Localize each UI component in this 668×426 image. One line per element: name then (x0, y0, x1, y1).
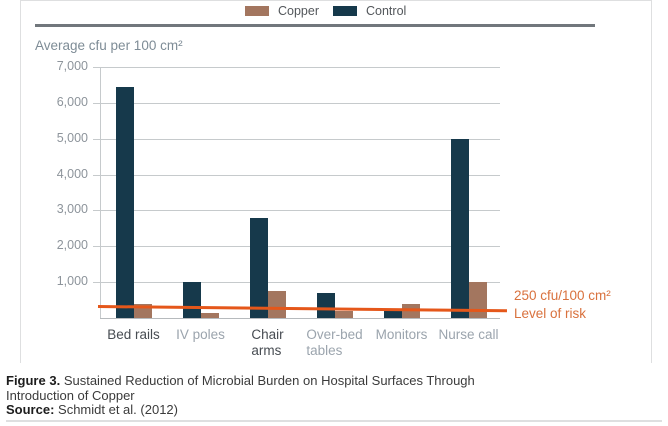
y-tick-4000: 4,000 (56, 166, 88, 181)
chart-frame (20, 0, 652, 363)
bar-control-0 (115, 87, 134, 318)
y-axis-title: Average cfu per 100 cm² (35, 38, 183, 53)
bar-control-1 (182, 282, 201, 318)
figure-number-label: Figure 3. (6, 373, 61, 388)
x-axis-label-2: Chair arms (251, 327, 284, 358)
y-axis-line (100, 67, 101, 318)
legend-label-control: Control (366, 4, 407, 18)
gridline-7000 (93, 67, 500, 68)
gridline-4000 (93, 174, 500, 176)
bar-control-3 (316, 293, 335, 318)
risk-line-label: 250 cfu/100 cm² Level of risk (514, 287, 611, 323)
x-axis-label-4: Monitors (375, 327, 428, 342)
gridline-3000 (93, 210, 500, 212)
control-swatch-icon (333, 6, 357, 16)
bar-control-5 (450, 139, 469, 318)
legend-item-copper: Copper (245, 4, 319, 18)
legend-item-control: Control (333, 4, 406, 18)
bar-control-2 (249, 218, 268, 318)
x-axis-line (100, 318, 500, 319)
bottom-divider (6, 420, 662, 422)
bar-copper-3 (334, 311, 353, 318)
y-tick-1000: 1,000 (56, 274, 88, 289)
legend-label-copper: Copper (278, 4, 319, 18)
x-axis-label-0: Bed rails (107, 327, 160, 342)
x-axis-label-1: IV poles (176, 327, 225, 342)
bar-control-4 (383, 311, 402, 318)
caption-title-line: Figure 3. Sustained Reduction of Microbi… (6, 373, 656, 403)
y-tick-6000: 6,000 (56, 94, 88, 109)
divider-rule (35, 24, 595, 27)
bar-copper-1 (200, 313, 219, 318)
copper-swatch-icon (245, 6, 269, 16)
gridline-6000 (93, 102, 500, 104)
gridline-2000 (93, 246, 500, 248)
gridline-1000 (93, 282, 500, 284)
x-axis-label-3: Over-bed tables (306, 327, 363, 358)
source-text: Schmidt et al. (2012) (58, 402, 178, 417)
y-tick-7000: 7,000 (56, 59, 88, 73)
y-tick-2000: 2,000 (56, 238, 88, 253)
risk-line-label-text: Level of risk (514, 306, 587, 321)
figure-caption: Figure 3. Sustained Reduction of Microbi… (6, 373, 656, 418)
caption-title-text: Sustained Reduction of Microbial Burden … (6, 373, 475, 403)
source-label: Source: (6, 402, 55, 417)
bar-copper-5 (468, 282, 487, 318)
y-tick-5000: 5,000 (56, 130, 88, 145)
caption-source-line: Source: Schmidt et al. (2012) (6, 402, 656, 418)
x-axis-label-5: Nurse call (438, 327, 499, 342)
risk-line-label-value: 250 cfu/100 cm² (514, 288, 611, 303)
gridline-5000 (93, 138, 500, 140)
bar-copper-2 (267, 291, 286, 318)
y-tick-3000: 3,000 (56, 202, 88, 217)
